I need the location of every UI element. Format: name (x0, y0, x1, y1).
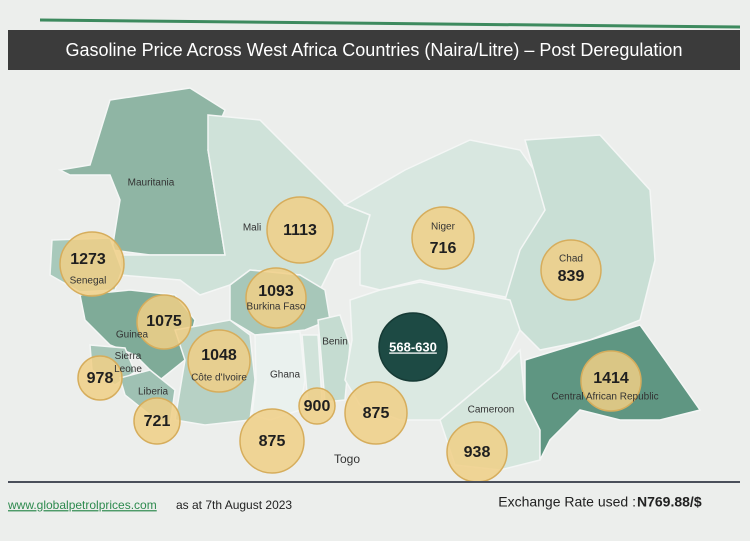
price-label: 716 (430, 240, 457, 257)
price-label: 721 (144, 413, 171, 430)
country-name: Mauritania (128, 178, 175, 189)
price-label: 938 (464, 444, 491, 461)
country-name: Senegal (70, 276, 107, 287)
price-bubble (77, 355, 123, 401)
date: as at 7th August 2023 (176, 498, 292, 512)
price-label: 1075 (146, 313, 182, 330)
price-label: 568-630 (389, 339, 437, 354)
title-bar (8, 30, 740, 70)
source-link[interactable]: www.globalpetrolprices.com (7, 498, 157, 512)
exchange-label: Exchange Rate used : (498, 494, 636, 510)
price-label: 1273 (70, 251, 106, 268)
price-label: 1414 (593, 370, 629, 387)
country-name: Niger (431, 222, 456, 233)
price-bubble (298, 387, 336, 425)
country-name: Benin (322, 337, 348, 348)
price-bubble (59, 231, 125, 297)
price-bubble (540, 239, 602, 301)
price-label: 978 (87, 370, 114, 387)
price-label: 839 (558, 268, 585, 285)
price-label: 1048 (201, 347, 237, 364)
country-name: Ghana (270, 370, 300, 381)
price-label: 875 (363, 405, 390, 422)
price-bubble (245, 267, 307, 329)
exchange-value: N769.88/$ (637, 494, 702, 510)
top-rule (39, 18, 741, 29)
price-bubble (136, 294, 192, 350)
country-name: Guinea (116, 330, 149, 341)
country-name: Liberia (138, 387, 168, 398)
price-bubble (411, 206, 475, 270)
price-bubble (266, 196, 334, 264)
price-label: 875 (259, 433, 286, 450)
country-name: Chad (559, 254, 583, 265)
country-name: Central African Republic (551, 392, 658, 403)
price-bubble (378, 312, 448, 382)
country-name: Côte d'Ivoire (191, 373, 247, 384)
title: Gasoline Price Across West Africa Countr… (66, 40, 683, 60)
price-bubble (344, 381, 408, 445)
country-name: Togo (334, 452, 360, 466)
country-name: Cameroon (468, 405, 515, 416)
price-label: 1113 (283, 222, 317, 239)
price-bubble (580, 350, 642, 412)
price-bubble (187, 329, 251, 393)
country-name: Mali (243, 223, 261, 234)
price-label: 900 (304, 398, 331, 415)
price-bubble (239, 408, 305, 474)
price-bubble (133, 397, 181, 445)
country-name: Burkina Faso (247, 302, 306, 313)
country-name: Sierra Leone (114, 351, 142, 375)
country-labels: Mauritania 1273 Senegal 1113 Mali 716 Niger 839… (59, 178, 659, 483)
price-label: 1093 (258, 283, 294, 300)
